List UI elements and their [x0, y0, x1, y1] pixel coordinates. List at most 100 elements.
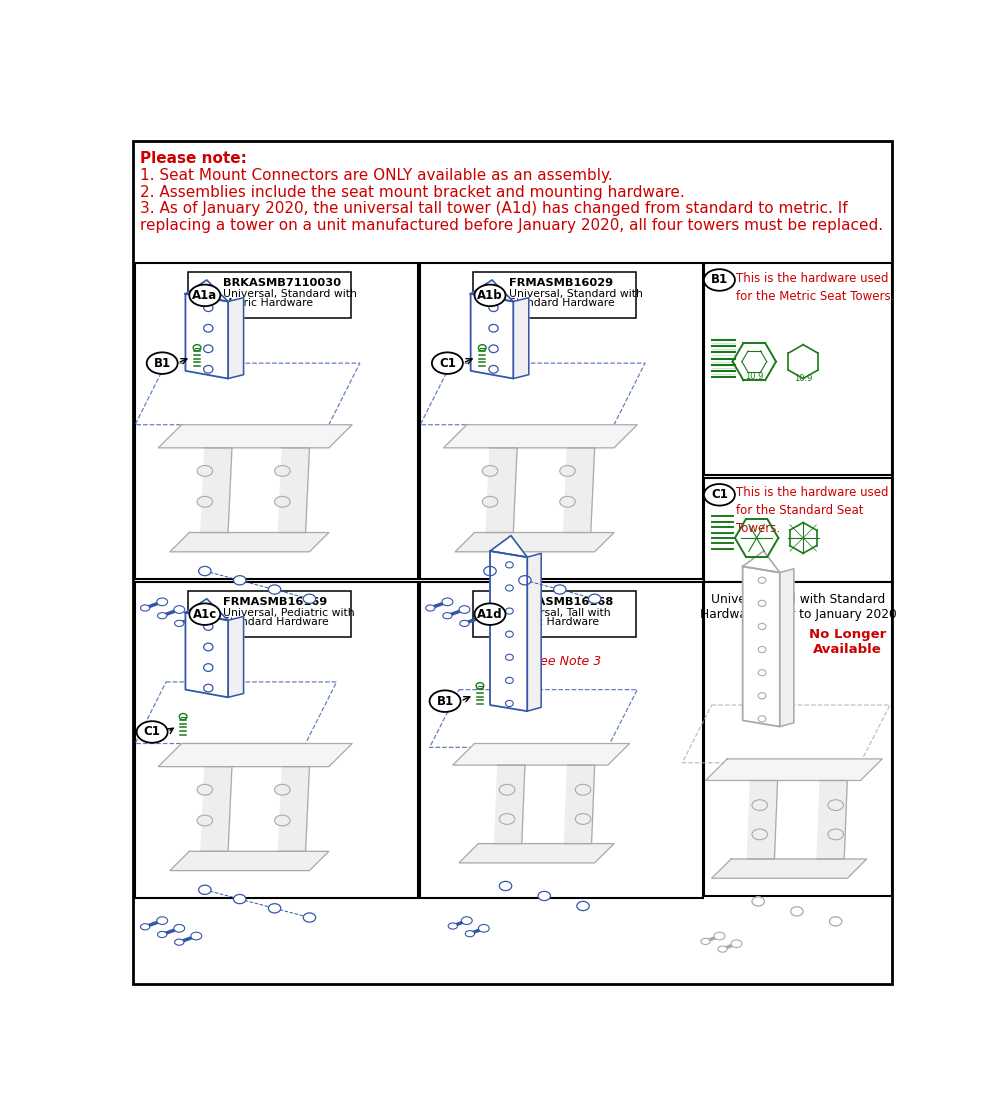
Ellipse shape	[197, 466, 213, 477]
Ellipse shape	[752, 829, 767, 840]
Text: Universal, Standard with: Universal, Standard with	[509, 290, 642, 300]
Ellipse shape	[476, 683, 484, 688]
Text: Standard Hardware: Standard Hardware	[509, 299, 614, 309]
Polygon shape	[185, 280, 228, 302]
Text: A1b: A1b	[477, 289, 503, 302]
Ellipse shape	[554, 585, 566, 594]
Ellipse shape	[506, 654, 513, 661]
Ellipse shape	[752, 897, 764, 906]
Ellipse shape	[506, 561, 513, 568]
Ellipse shape	[461, 917, 472, 925]
Polygon shape	[158, 743, 352, 766]
Ellipse shape	[275, 815, 290, 825]
Bar	[704, 478, 892, 582]
Polygon shape	[185, 294, 228, 379]
Bar	[704, 582, 892, 896]
Ellipse shape	[204, 664, 213, 672]
Ellipse shape	[828, 829, 843, 840]
Text: BRKASMB7110030: BRKASMB7110030	[223, 278, 342, 289]
Polygon shape	[228, 616, 244, 697]
Ellipse shape	[204, 304, 213, 312]
Ellipse shape	[506, 585, 513, 592]
Ellipse shape	[157, 917, 168, 925]
Polygon shape	[170, 532, 329, 551]
Ellipse shape	[303, 594, 316, 604]
Text: B1: B1	[437, 695, 454, 707]
Text: C1: C1	[439, 356, 456, 370]
Ellipse shape	[758, 577, 766, 584]
Text: *See Note 3: *See Note 3	[526, 655, 601, 668]
Bar	[420, 582, 703, 898]
Polygon shape	[455, 532, 614, 551]
Text: Please note:: Please note:	[140, 150, 247, 166]
Ellipse shape	[588, 594, 601, 604]
Text: 10.9: 10.9	[745, 372, 763, 381]
Ellipse shape	[478, 925, 489, 932]
Ellipse shape	[506, 608, 513, 614]
Polygon shape	[185, 613, 228, 697]
Ellipse shape	[484, 566, 496, 576]
Ellipse shape	[430, 691, 461, 712]
Polygon shape	[817, 781, 847, 859]
Ellipse shape	[275, 497, 290, 507]
Ellipse shape	[158, 931, 167, 938]
Ellipse shape	[506, 632, 513, 637]
Ellipse shape	[189, 604, 220, 625]
Ellipse shape	[489, 304, 498, 312]
Text: 10.9: 10.9	[794, 374, 812, 383]
Ellipse shape	[275, 466, 290, 477]
Ellipse shape	[499, 784, 515, 795]
Ellipse shape	[489, 345, 498, 353]
Polygon shape	[743, 551, 780, 573]
Ellipse shape	[482, 466, 498, 477]
Ellipse shape	[175, 620, 184, 626]
Text: C1: C1	[144, 725, 161, 739]
Text: Universal, Tall with Standard
Hardware. Prior to January 2020: Universal, Tall with Standard Hardware. …	[700, 593, 896, 620]
Text: FRMASMB16169: FRMASMB16169	[223, 597, 328, 607]
Ellipse shape	[701, 938, 710, 945]
Ellipse shape	[193, 344, 201, 351]
Polygon shape	[444, 424, 637, 448]
Polygon shape	[705, 759, 882, 781]
Ellipse shape	[499, 881, 512, 890]
Ellipse shape	[174, 925, 185, 932]
Polygon shape	[490, 536, 527, 557]
Bar	[704, 263, 892, 475]
Polygon shape	[158, 424, 352, 448]
Polygon shape	[459, 843, 614, 863]
Text: FRMASMB16168: FRMASMB16168	[509, 597, 613, 607]
Ellipse shape	[191, 932, 202, 940]
Ellipse shape	[475, 284, 506, 306]
Ellipse shape	[758, 624, 766, 629]
Polygon shape	[201, 766, 232, 851]
Text: 3. As of January 2020, the universal tall tower (A1d) has changed from standard : 3. As of January 2020, the universal tal…	[140, 202, 848, 216]
Ellipse shape	[758, 600, 766, 606]
Ellipse shape	[575, 813, 591, 824]
Ellipse shape	[204, 324, 213, 332]
Ellipse shape	[718, 946, 727, 952]
Ellipse shape	[443, 613, 452, 618]
Bar	[473, 592, 636, 637]
Bar	[188, 272, 351, 319]
Ellipse shape	[158, 613, 167, 618]
Text: Metric Hardware: Metric Hardware	[223, 299, 314, 309]
Ellipse shape	[752, 800, 767, 811]
Text: Universal, Standard with: Universal, Standard with	[223, 290, 357, 300]
Ellipse shape	[174, 606, 185, 614]
Text: Universal, Tall with: Universal, Tall with	[509, 608, 610, 618]
Ellipse shape	[460, 620, 469, 626]
Ellipse shape	[199, 886, 211, 895]
Text: This is the hardware used
for the Standard Seat
Towers.: This is the hardware used for the Standa…	[736, 487, 889, 536]
Ellipse shape	[704, 270, 735, 291]
Ellipse shape	[577, 901, 589, 910]
Ellipse shape	[189, 284, 220, 306]
Ellipse shape	[448, 922, 457, 929]
Polygon shape	[278, 766, 309, 851]
Ellipse shape	[519, 576, 531, 585]
Ellipse shape	[459, 606, 470, 614]
Ellipse shape	[575, 784, 591, 795]
Text: C1: C1	[711, 488, 728, 501]
Ellipse shape	[560, 466, 575, 477]
Ellipse shape	[758, 693, 766, 698]
Ellipse shape	[204, 623, 213, 631]
